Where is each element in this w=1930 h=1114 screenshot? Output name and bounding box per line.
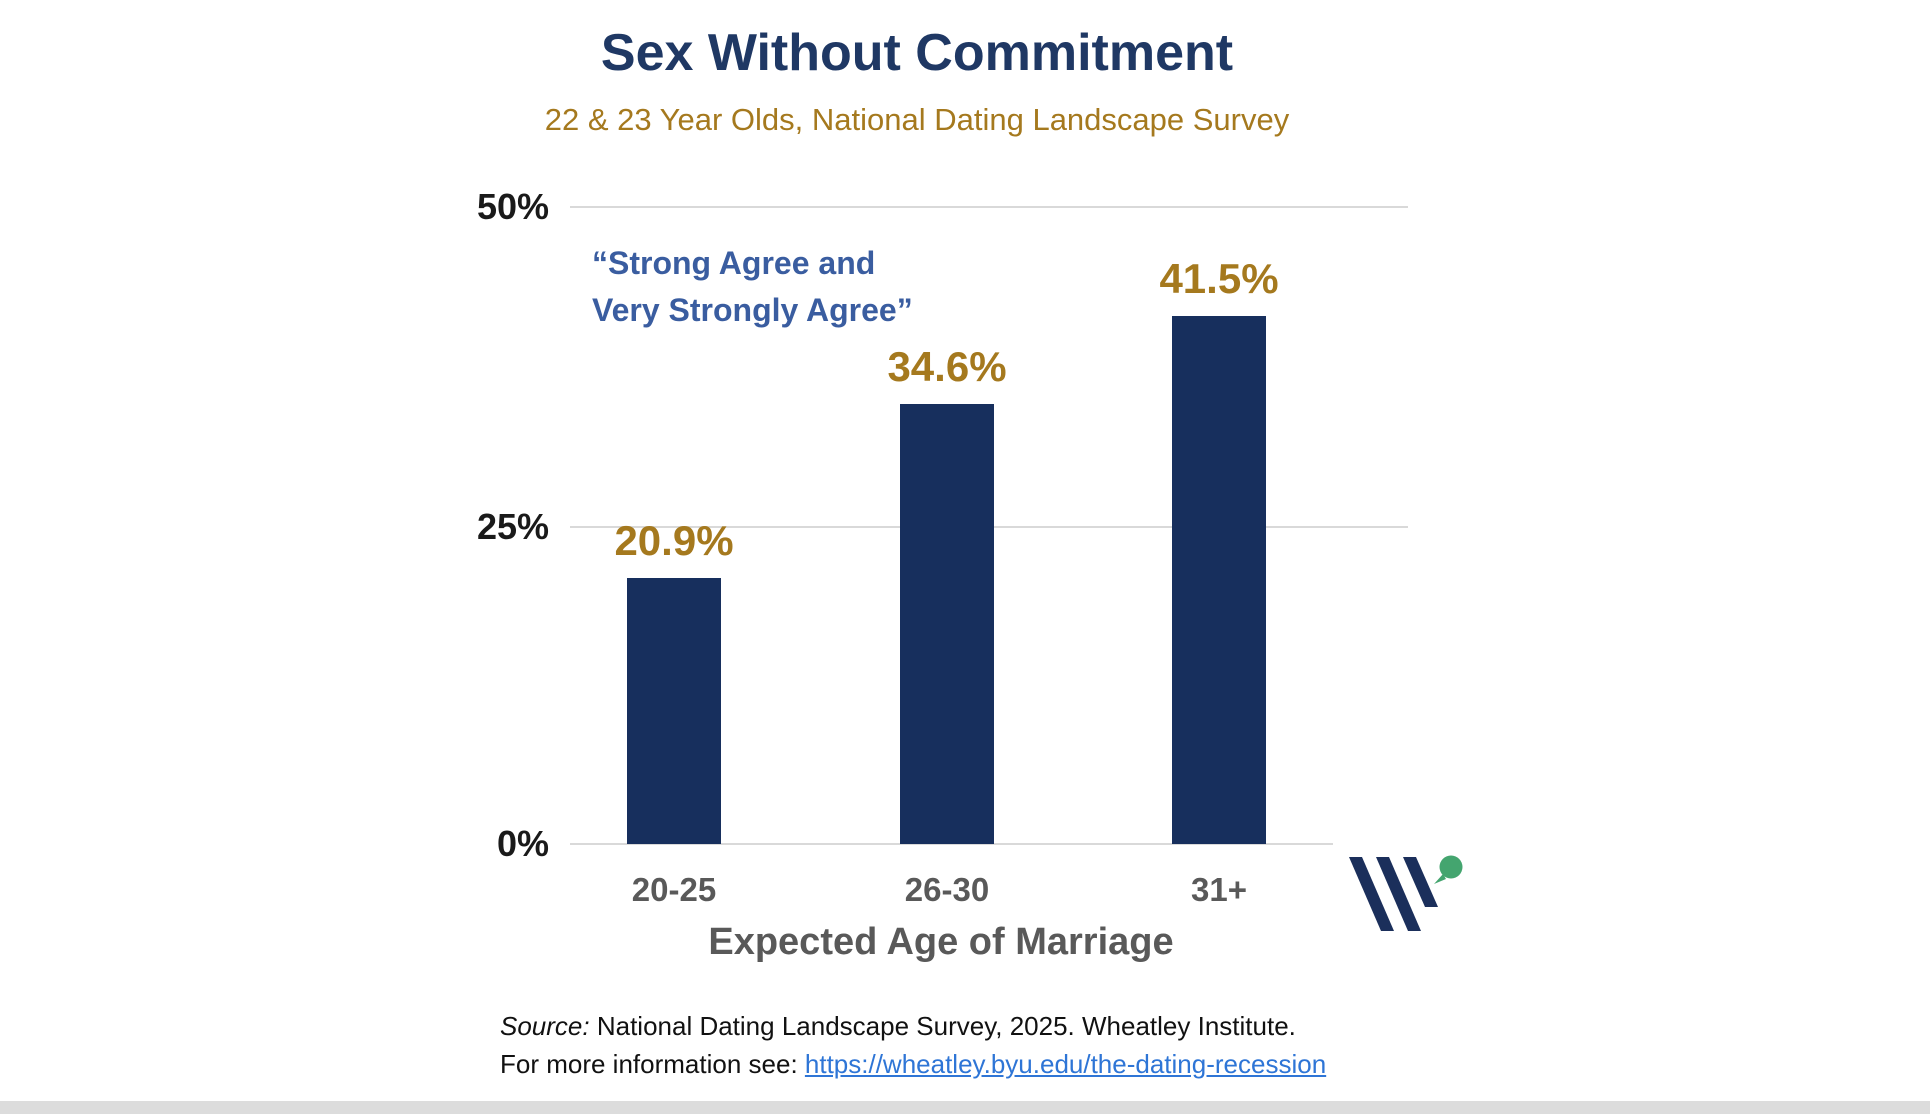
bottom-gray-bar bbox=[0, 1101, 1930, 1114]
info-line: For more information see: https://wheatl… bbox=[500, 1045, 1600, 1083]
category-label: 31+ bbox=[1191, 871, 1247, 908]
logo-leaf-icon bbox=[1439, 855, 1463, 879]
wheatley-institute-logo bbox=[1349, 855, 1463, 931]
gridline-50 bbox=[570, 206, 1408, 208]
ytick-25: 25% bbox=[476, 506, 549, 547]
chart-annotation: “Strong Agree and Very Strongly Agree” bbox=[592, 240, 913, 334]
chart-title: Sex Without Commitment bbox=[600, 24, 1234, 82]
logo-stripe-icon bbox=[1349, 857, 1394, 931]
dating-recession-link[interactable]: https://wheatley.byu.edu/the-dating-rece… bbox=[804, 1049, 1327, 1079]
bar-value-label: 41.5% bbox=[1159, 255, 1279, 303]
info-text: For more information see: bbox=[500, 1049, 805, 1079]
logo-stripe-icon bbox=[1403, 857, 1438, 907]
annotation-line-2: Very Strongly Agree” bbox=[592, 292, 913, 328]
source-text: National Dating Landscape Survey, 2025. … bbox=[589, 1011, 1296, 1041]
bar-value-label: 20.9% bbox=[614, 517, 734, 565]
category-label: 26-30 bbox=[904, 871, 990, 908]
category-label: 20-25 bbox=[631, 871, 717, 908]
chart-subtitle: 22 & 23 Year Olds, National Dating Lands… bbox=[544, 102, 1290, 137]
ytick-0: 0% bbox=[496, 823, 549, 864]
source-note: Source: National Dating Landscape Survey… bbox=[500, 1007, 1600, 1083]
source-line: Source: National Dating Landscape Survey… bbox=[500, 1007, 1600, 1045]
logo-leaf-stem-icon bbox=[1434, 874, 1446, 884]
annotation-line-1: “Strong Agree and bbox=[592, 245, 876, 281]
ytick-50: 50% bbox=[476, 186, 549, 227]
source-label: Source: bbox=[500, 1011, 590, 1041]
bar-value-label: 34.6% bbox=[887, 342, 1007, 390]
bar bbox=[627, 578, 721, 844]
logo-stripe-icon bbox=[1376, 857, 1421, 931]
x-axis-line bbox=[570, 843, 1333, 845]
bar bbox=[1172, 316, 1266, 844]
bar bbox=[900, 403, 994, 844]
x-axis-title: Expected Age of Marriage bbox=[708, 921, 1174, 963]
